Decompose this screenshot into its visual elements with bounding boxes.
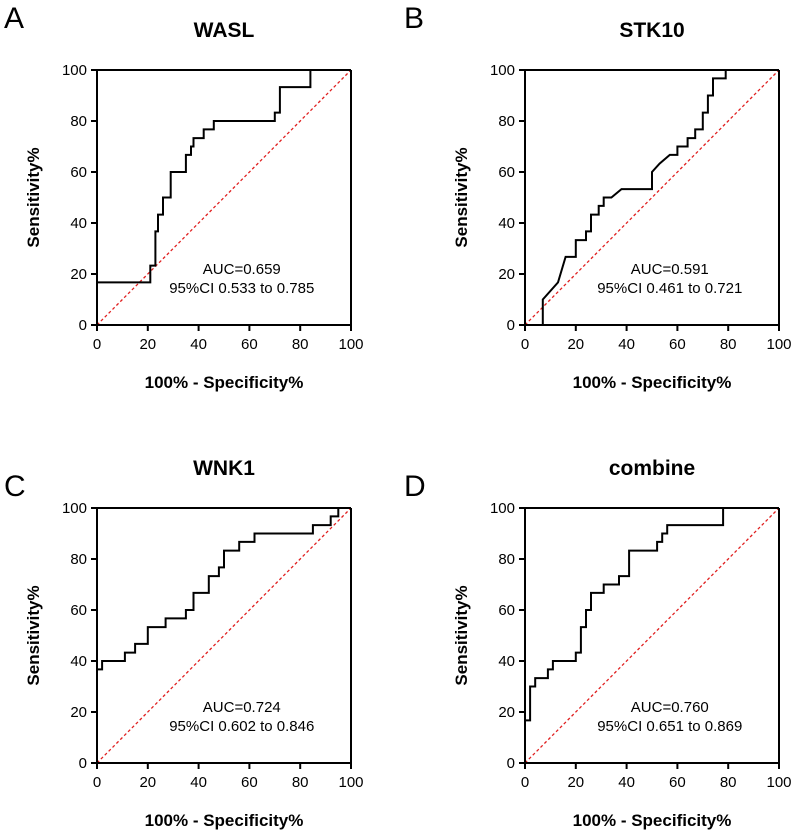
x-tick-label: 20 <box>567 774 584 791</box>
y-tick-label: 0 <box>507 755 515 772</box>
ci-annotation: 95%CI 0.461 to 0.721 <box>597 280 742 297</box>
y-tick-label: 20 <box>498 266 515 283</box>
x-tick-label: 0 <box>93 336 101 353</box>
roc-curve-line <box>541 70 727 325</box>
chart-title: combine <box>609 457 695 480</box>
y-tick-label: 40 <box>70 215 87 232</box>
auc-annotation: AUC=0.659 <box>203 261 281 278</box>
x-tick-label: 40 <box>190 336 207 353</box>
y-tick-label: 100 <box>490 62 515 79</box>
y-tick-label: 20 <box>498 704 515 721</box>
x-axis-label: 100% - Specificity% <box>145 811 304 830</box>
ci-annotation: 95%CI 0.651 to 0.869 <box>597 718 742 735</box>
y-tick-label: 0 <box>79 317 87 334</box>
y-tick-label: 0 <box>79 755 87 772</box>
x-tick-label: 20 <box>567 336 584 353</box>
y-tick-label: 80 <box>70 551 87 568</box>
chart-panel-c: C WNK1 0 20 40 60 80 100 0 20 40 60 80 100 100% - Spec… <box>4 457 364 830</box>
y-tick-label: 80 <box>498 551 515 568</box>
y-tick-label: 40 <box>498 215 515 232</box>
x-tick-label: 60 <box>669 774 686 791</box>
x-tick-label: 100 <box>766 336 791 353</box>
x-tick-label: 100 <box>338 774 363 791</box>
ci-annotation: 95%CI 0.533 to 0.785 <box>169 280 314 297</box>
x-tick-label: 20 <box>139 336 156 353</box>
reference-diagonal-line <box>524 69 780 326</box>
x-axis-label: 100% - Specificity% <box>573 811 732 830</box>
chart-title: WASL <box>194 19 255 42</box>
y-tick-label: 100 <box>62 500 87 517</box>
roc-curve-line <box>96 70 312 325</box>
x-tick-label: 80 <box>292 774 309 791</box>
x-tick-label: 60 <box>669 336 686 353</box>
x-tick-label: 80 <box>720 336 737 353</box>
y-tick-label: 100 <box>62 62 87 79</box>
chart-title: WNK1 <box>193 457 255 480</box>
y-axis-label: Sensitivity% <box>452 585 471 685</box>
chart-panel-a: A WASL 0 20 40 60 80 100 0 20 40 60 80 100 100% - Spec… <box>4 2 364 392</box>
y-axis-label: Sensitivity% <box>452 147 471 247</box>
auc-annotation: AUC=0.760 <box>631 699 709 716</box>
roc-curve-line <box>96 508 340 763</box>
panel-letter: B <box>404 2 424 35</box>
y-tick-label: 0 <box>507 317 515 334</box>
chart-panel-b: B STK10 0 20 40 60 80 100 0 20 40 60 80 100 100% - Spe… <box>404 2 792 392</box>
x-tick-label: 60 <box>241 774 258 791</box>
x-tick-label: 100 <box>338 336 363 353</box>
y-tick-label: 60 <box>70 602 87 619</box>
y-tick-label: 100 <box>490 500 515 517</box>
roc-curve-line <box>524 508 725 763</box>
x-tick-label: 60 <box>241 336 258 353</box>
x-tick-label: 0 <box>93 774 101 791</box>
x-tick-label: 40 <box>618 336 635 353</box>
y-axis-label: Sensitivity% <box>24 147 43 247</box>
x-tick-label: 0 <box>521 774 529 791</box>
x-tick-label: 20 <box>139 774 156 791</box>
panel-letter: C <box>4 470 26 503</box>
ci-annotation: 95%CI 0.602 to 0.846 <box>169 718 314 735</box>
x-axis-label: 100% - Specificity% <box>573 373 732 392</box>
y-tick-label: 20 <box>70 266 87 283</box>
reference-diagonal-line <box>96 507 352 764</box>
y-tick-label: 80 <box>498 113 515 130</box>
panel-letter: D <box>404 470 426 503</box>
auc-annotation: AUC=0.591 <box>631 261 709 278</box>
reference-diagonal-line <box>524 507 780 764</box>
auc-annotation: AUC=0.724 <box>203 699 281 716</box>
x-tick-label: 40 <box>618 774 635 791</box>
panel-letter: A <box>4 2 24 35</box>
y-tick-label: 60 <box>498 602 515 619</box>
x-tick-label: 80 <box>720 774 737 791</box>
y-tick-label: 60 <box>70 164 87 181</box>
reference-diagonal-line <box>96 69 352 326</box>
x-tick-label: 40 <box>190 774 207 791</box>
y-tick-label: 40 <box>70 653 87 670</box>
x-tick-label: 0 <box>521 336 529 353</box>
y-tick-label: 40 <box>498 653 515 670</box>
y-axis-label: Sensitivity% <box>24 585 43 685</box>
x-tick-label: 100 <box>766 774 791 791</box>
y-tick-label: 20 <box>70 704 87 721</box>
y-tick-label: 60 <box>498 164 515 181</box>
y-tick-label: 80 <box>70 113 87 130</box>
x-axis-label: 100% - Specificity% <box>145 373 304 392</box>
x-tick-label: 80 <box>292 336 309 353</box>
chart-title: STK10 <box>619 19 684 42</box>
